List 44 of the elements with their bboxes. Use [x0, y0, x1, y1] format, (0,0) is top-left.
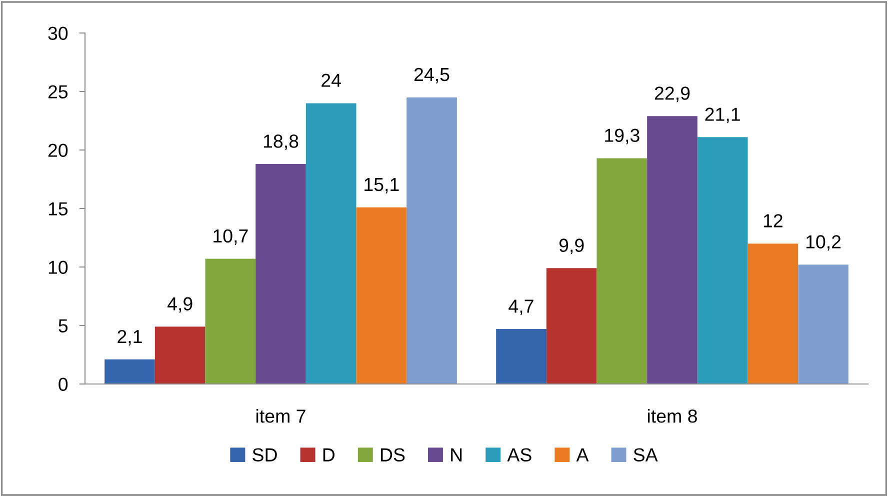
bar: [154, 326, 206, 384]
data-label: 18,8: [264, 134, 298, 150]
legend-label: N: [451, 448, 462, 462]
bar: [697, 137, 748, 384]
legend-label: AS: [507, 448, 532, 462]
data-label: 10,2: [806, 235, 841, 251]
data-label: 4,9: [167, 297, 192, 313]
bar: [205, 258, 256, 384]
data-label: 12: [764, 214, 782, 228]
bar: [104, 359, 155, 384]
x-tick-label: item 7: [256, 409, 306, 423]
bar: [356, 207, 407, 384]
legend-label: SD: [252, 448, 277, 462]
bar: [496, 329, 546, 384]
data-label: 9,9: [559, 238, 584, 254]
y-tick-label: 5: [58, 319, 68, 332]
legend-label: SA: [634, 448, 658, 462]
bar: [647, 116, 698, 384]
bar: [798, 264, 848, 384]
bar: [256, 164, 306, 384]
data-label: 22,9: [654, 86, 690, 102]
x-tick-label: item 8: [648, 409, 697, 423]
bar: [596, 158, 648, 384]
bar: [546, 268, 597, 384]
y-tick-label: 30: [48, 26, 68, 40]
bar: [748, 244, 798, 384]
legend-label: D: [323, 448, 334, 462]
bar: [306, 103, 356, 384]
data-label: 21,1: [705, 108, 740, 124]
y-tick-label: 0: [58, 378, 68, 391]
data-label: 4,7: [508, 300, 534, 316]
data-label: 19,3: [605, 128, 640, 144]
data-label: 2,1: [118, 330, 142, 346]
data-label: 24,5: [414, 68, 450, 84]
legend-label: A: [576, 448, 589, 462]
data-label: 24: [322, 74, 341, 87]
data-label: 15,1: [364, 178, 399, 194]
y-tick-label: 20: [48, 144, 68, 157]
bar: [406, 97, 457, 384]
y-tick-label: 25: [48, 85, 68, 98]
legend-label: DS: [380, 448, 405, 462]
y-tick-label: 15: [48, 202, 68, 216]
data-label: 10,7: [214, 229, 248, 245]
y-tick-label: 10: [48, 260, 68, 274]
